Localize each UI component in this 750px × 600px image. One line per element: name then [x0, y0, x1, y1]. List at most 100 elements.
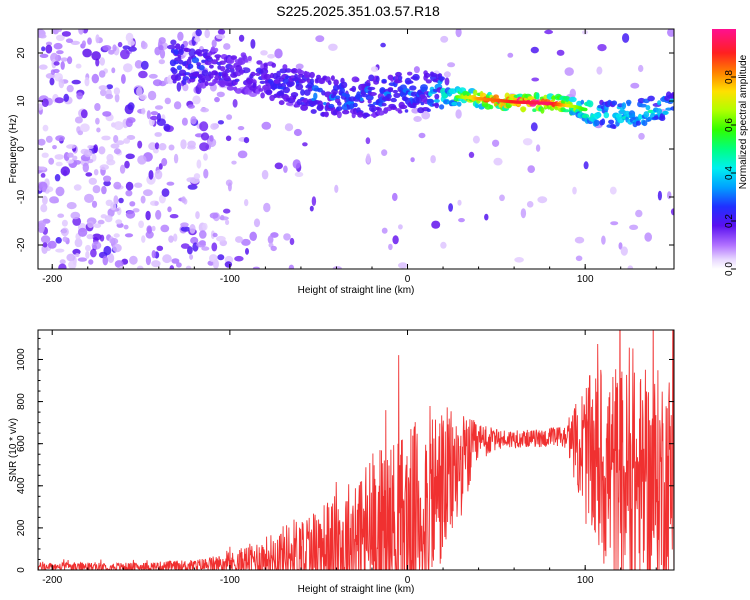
spectrogram-ridge-cell — [271, 62, 277, 68]
spectrogram-noise-cell — [56, 34, 65, 41]
spectrogram-ridge-cell — [310, 78, 314, 85]
spectrogram-noise-cell — [421, 111, 431, 120]
spectrogram-ridge-cell — [229, 67, 235, 73]
spectrogram-noise-cell — [219, 214, 225, 221]
spectrogram-noise-cell — [289, 237, 295, 246]
spectrogram-noise-cell — [194, 36, 201, 43]
spectrogram-noise-cell — [140, 41, 148, 50]
spectrogram-noise-cell — [443, 71, 451, 78]
spectrogram-ridge-cell — [603, 111, 610, 119]
spectrogram-noise-cell — [288, 264, 295, 269]
spectrogram-noise-cell — [45, 135, 53, 143]
spectrogram-noise-cell — [123, 63, 133, 73]
spectrogram-noise-cell — [93, 223, 102, 228]
spectrogram-noise-cell — [381, 227, 388, 234]
spectrogram-noise-cell — [627, 265, 634, 269]
spectrogram-noise-cell — [38, 103, 43, 111]
spectrogram-noise-cell — [159, 48, 166, 59]
spectrogram-noise-cell — [226, 114, 233, 120]
spectrogram-ridge-cell — [621, 102, 627, 110]
spectrogram-noise-cell — [484, 213, 489, 221]
spectrogram-noise-cell — [458, 218, 465, 223]
spectrogram-noise-cell — [148, 142, 157, 151]
snr-x-label: Height of straight line (km) — [298, 584, 415, 595]
spectrogram-noise-cell — [154, 201, 159, 206]
spectrogram-noise-cell — [113, 135, 119, 143]
spectrogram-noise-cell — [55, 135, 65, 142]
spectrogram-ridge-cell — [327, 80, 332, 86]
spectrogram-ridge-cell — [317, 87, 323, 93]
spectrogram-noise-cell — [196, 159, 202, 169]
spectrogram-noise-cell — [398, 262, 408, 269]
spectrogram-ridge-cell — [295, 83, 304, 91]
spectrogram-noise-cell — [334, 184, 339, 193]
snr-y-tick-label: 200 — [16, 519, 27, 536]
spectrogram-noise-cell — [203, 153, 208, 161]
spectrogram-noise-cell — [66, 159, 75, 164]
spectrogram-noise-cell — [41, 186, 47, 193]
spectrogram-noise-cell — [284, 123, 294, 132]
spectrogram-ridge-cell — [562, 96, 570, 100]
spectrogram-noise-cell — [123, 224, 129, 230]
spectrogram-ridge-cell — [209, 64, 214, 69]
spectrogram-noise-cell — [455, 109, 462, 119]
spectrogram-ridge-cell — [643, 111, 650, 118]
spectrogram-noise-cell — [68, 260, 77, 269]
spectrogram-noise-cell — [59, 259, 66, 265]
spectrogram-noise-cell — [267, 54, 276, 59]
spectrogram-noise-cell — [217, 29, 226, 35]
spectrogram-ridge-cell — [250, 71, 256, 77]
spectrogram-noise-cell — [522, 138, 533, 146]
spectrogram-noise-cell — [418, 132, 426, 139]
spectrogram-noise-cell — [88, 259, 94, 265]
spectrogram-noise-cell — [189, 224, 196, 234]
figure-title: S225.2025.351.03.57.R18 — [276, 3, 440, 19]
spectrogram-noise-cell — [75, 63, 82, 69]
spectrogram-ridge-cell — [173, 60, 180, 65]
spectrogram-noise-cell — [75, 253, 80, 258]
spectrogram-ridge-cell — [214, 54, 222, 59]
spectrogram-noise-cell — [216, 91, 225, 98]
spectrogram-ridge-cell — [300, 89, 305, 96]
spectrogram-noise-cell — [110, 202, 117, 211]
spectrogram-ridge-cell — [367, 86, 376, 91]
spectrogram-noise-cell — [146, 174, 156, 185]
spectrogram-noise-cell — [113, 148, 121, 155]
spectrogram-noise-cell — [294, 171, 304, 177]
spectrogram-ridge-cell — [178, 48, 184, 56]
spectrogram-ridge-cell — [287, 80, 295, 87]
spectrogram-ridge-cell — [429, 72, 438, 77]
spectrogram-noise-cell — [622, 33, 630, 43]
spectrogram-noise-cell — [113, 87, 121, 95]
spectrogram-noise-cell — [147, 90, 157, 101]
spectrogram-noise-cell — [134, 60, 143, 69]
spectrogram-ridge-cell — [219, 66, 226, 72]
spectrogram-noise-cell — [54, 97, 64, 104]
spectrogram-ridge-cell — [324, 111, 329, 118]
spectrogram-noise-cell — [125, 153, 135, 160]
spectrogram-ridge-cell — [568, 96, 577, 103]
spectrogram-ridge-cell — [214, 47, 219, 53]
spectrogram-noise-cell — [332, 266, 342, 269]
spectrogram-noise-cell — [596, 66, 603, 75]
spectrogram-noise-cell — [263, 202, 271, 213]
spectrogram-noise-cell — [99, 57, 106, 66]
spectrogram-ridge-cell — [647, 95, 655, 102]
spectrogram-noise-cell — [113, 233, 120, 238]
spectrogram-noise-cell — [95, 34, 100, 44]
spectrogram-noise-cell — [53, 61, 60, 66]
spectrogram-noise-cell — [82, 48, 92, 58]
spectrogram-ridge-cell — [234, 88, 243, 94]
spectrogram-noise-cell — [225, 219, 230, 225]
colorbar: 0.0 0.2 0.4 0.6 0.8 Normalized spectral ampl… — [712, 29, 749, 276]
spectrogram-ridge-cell — [670, 106, 674, 111]
spectrogram-ridge-cell — [351, 85, 357, 93]
spectrogram-noise-cell — [181, 196, 186, 204]
spectrogram-noise-cell — [45, 44, 53, 54]
spectrogram-noise-cell — [189, 254, 194, 260]
spectrogram-ridge-cell — [405, 80, 414, 84]
spectrogram-ridge-cell — [310, 109, 317, 114]
spectrogram-ridge-core — [583, 108, 588, 112]
spectrogram-ridge-cell — [342, 109, 350, 115]
